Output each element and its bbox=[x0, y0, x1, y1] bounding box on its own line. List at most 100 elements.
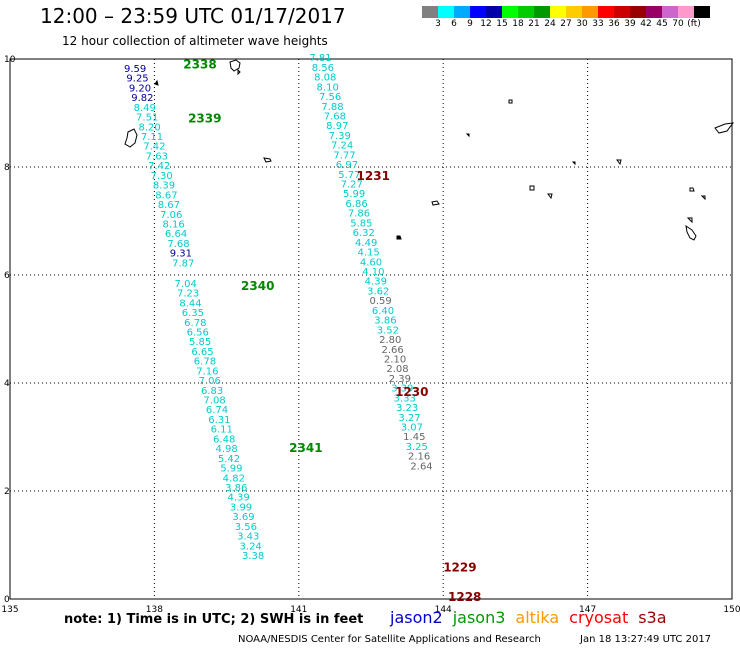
island-outline bbox=[508, 99, 513, 104]
swh-value: 5.77 bbox=[338, 170, 360, 181]
satellite-legend-item: s3a bbox=[638, 608, 667, 627]
colorbar-tick-label: 30 bbox=[576, 19, 588, 29]
colorbar-swatch bbox=[598, 6, 614, 18]
swh-value: 7.63 bbox=[146, 151, 168, 162]
page-subtitle: 12 hour collection of altimeter wave hei… bbox=[62, 34, 328, 48]
colorbar-tick-label: 3 bbox=[435, 19, 441, 29]
map-border bbox=[9, 58, 733, 600]
swh-value: 2.10 bbox=[384, 354, 406, 365]
swh-value: 8.56 bbox=[312, 63, 334, 74]
pass-time-label: 2338 bbox=[183, 58, 216, 72]
swh-value: 3.62 bbox=[367, 286, 389, 297]
swh-value: 2.66 bbox=[382, 345, 404, 356]
swh-value: 7.81 bbox=[309, 53, 331, 64]
swh-value: 5.99 bbox=[343, 189, 365, 200]
satellite-legend-item: altika bbox=[515, 608, 560, 627]
colorbar-tick-label: 70 bbox=[672, 19, 684, 29]
swh-value: 7.30 bbox=[150, 171, 172, 182]
swh-value: 6.64 bbox=[165, 229, 187, 240]
swh-value: 7.11 bbox=[141, 132, 163, 143]
swh-value: 4.39 bbox=[365, 277, 387, 288]
swh-value: 3.27 bbox=[398, 413, 420, 424]
colorbar-swatch bbox=[422, 6, 438, 18]
island-outline bbox=[465, 133, 470, 138]
colorbar-tick-label: 33 bbox=[592, 19, 604, 29]
island-outline bbox=[714, 122, 735, 134]
swh-value: 7.16 bbox=[196, 366, 218, 377]
swh-value: 7.87 bbox=[172, 258, 194, 269]
swh-value: 9.82 bbox=[131, 93, 153, 104]
swh-value: 6.40 bbox=[372, 306, 394, 317]
island-outline bbox=[616, 159, 622, 166]
colorbar-tick-label: 39 bbox=[624, 19, 636, 29]
swh-value: 4.98 bbox=[215, 444, 237, 455]
swh-value: 6.97 bbox=[336, 160, 358, 171]
colorbar-swatch bbox=[518, 6, 534, 18]
island-outline bbox=[263, 157, 272, 163]
swh-value: 3.38 bbox=[242, 551, 264, 562]
swh-value: 0.59 bbox=[369, 296, 391, 307]
colorbar-tick-label: 6 bbox=[451, 19, 457, 29]
swh-value: 7.42 bbox=[143, 142, 165, 153]
wave-height-colorbar: 3 6 9 12 15 18 21 24 27 30 33 36 39 42 45 70 (ft) bbox=[422, 6, 710, 33]
pass-time-label: 1229 bbox=[443, 560, 476, 574]
swh-value: 6.78 bbox=[184, 318, 206, 329]
swh-value: 6.48 bbox=[213, 434, 235, 445]
island-outline bbox=[229, 59, 241, 76]
colorbar-tick-label: 27 bbox=[560, 19, 572, 29]
axis-tick-labels: 135 138 141 144 147 150 0 2 4 6 8 10 bbox=[1, 55, 740, 615]
x-tick-label: 141 bbox=[290, 605, 307, 615]
swh-value: 8.16 bbox=[163, 219, 185, 230]
swh-labels: 9.599.259.209.828.497.518.207.117.427.63… bbox=[124, 53, 433, 562]
y-tick-label: 0 bbox=[4, 595, 10, 605]
swh-value: 6.31 bbox=[208, 415, 230, 426]
colorbar-tick-label: 24 bbox=[544, 19, 556, 29]
swh-value: 3.43 bbox=[237, 532, 259, 543]
island-outline bbox=[396, 235, 402, 240]
colorbar-tick-label: 36 bbox=[608, 19, 620, 29]
swh-value: 6.35 bbox=[182, 308, 204, 319]
swh-value: 3.24 bbox=[240, 541, 262, 552]
swh-value: 5.85 bbox=[189, 337, 211, 348]
swh-value: 7.04 bbox=[175, 279, 197, 290]
swh-value: 7.06 bbox=[160, 210, 182, 221]
colorbar-swatch bbox=[614, 6, 630, 18]
swh-value: 7.77 bbox=[333, 150, 355, 161]
swh-value: 4.82 bbox=[223, 473, 245, 484]
swh-value: 9.25 bbox=[126, 74, 148, 85]
swh-value: 6.83 bbox=[201, 386, 223, 397]
colorbar-tick-label: 15 bbox=[496, 19, 508, 29]
swh-value: 7.06 bbox=[199, 376, 221, 387]
swh-value: 8.08 bbox=[314, 73, 336, 84]
island-outline bbox=[124, 128, 138, 148]
x-tick-label: 150 bbox=[723, 605, 740, 615]
credit-text: NOAA/NESDIS Center for Satellite Applica… bbox=[238, 634, 541, 645]
swh-value: 3.86 bbox=[225, 483, 247, 494]
colorbar-swatch bbox=[438, 6, 454, 18]
colorbar-swatch bbox=[550, 6, 566, 18]
pass-time-label: 1228 bbox=[448, 590, 481, 604]
pass-time-label: 2341 bbox=[289, 441, 322, 455]
swh-value: 3.56 bbox=[235, 522, 257, 533]
swh-value: 2.08 bbox=[386, 364, 408, 375]
swh-value: 3.07 bbox=[401, 423, 423, 434]
pass-time-label: 2339 bbox=[188, 112, 221, 126]
swh-value: 6.56 bbox=[187, 327, 209, 338]
swh-value: 7.86 bbox=[348, 209, 370, 220]
island-outline bbox=[686, 187, 706, 224]
land-outlines bbox=[124, 59, 735, 241]
swh-value: 2.16 bbox=[408, 452, 430, 463]
swh-value: 2.80 bbox=[379, 335, 401, 346]
x-tick-label: 144 bbox=[435, 605, 452, 615]
x-tick-label: 138 bbox=[146, 605, 163, 615]
swh-value: 4.15 bbox=[357, 248, 379, 259]
swh-value: 7.68 bbox=[324, 111, 346, 122]
swh-value: 3.99 bbox=[230, 502, 252, 513]
footer-note: note: 1) Time is in UTC; 2) SWH is in fe… bbox=[64, 612, 364, 627]
swh-value: 7.68 bbox=[167, 239, 189, 250]
swh-value: 4.60 bbox=[360, 257, 382, 268]
swh-value: 8.97 bbox=[326, 121, 348, 132]
x-tick-label: 135 bbox=[1, 605, 18, 615]
colorbar-swatch bbox=[534, 6, 550, 18]
swh-value: 2.64 bbox=[410, 461, 432, 472]
